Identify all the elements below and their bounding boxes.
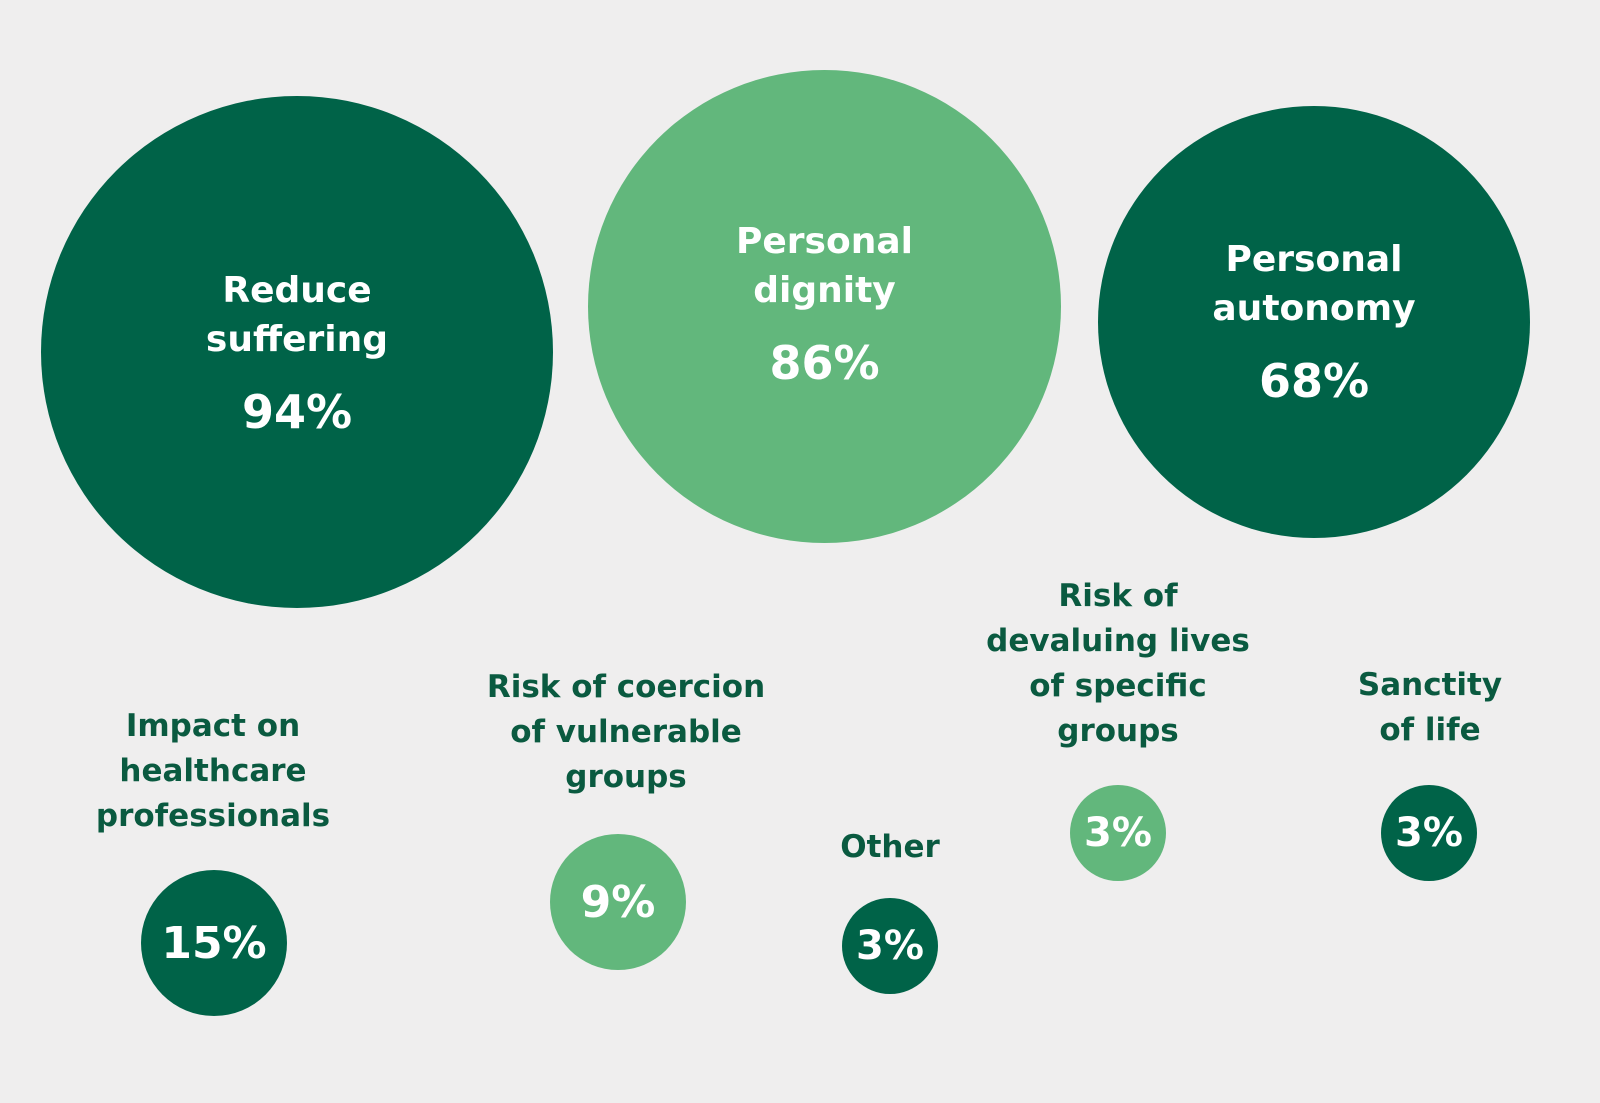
bubble-label: Reduce suffering [206,266,388,364]
bubble-risk-coercion: 9% [550,834,686,970]
label-line: healthcare [119,753,307,789]
bubble-value: 94% [241,385,353,439]
label-line: Sanctity [1357,667,1503,703]
label-risk-devaluing: Risk of devaluing lives of specific grou… [968,574,1268,754]
bubble-personal-dignity: Personal dignity 86% [588,70,1061,543]
bubble-value: 3% [1395,810,1463,856]
bubble-value: 86% [769,335,880,390]
label-line: of vulnerable [510,714,742,750]
label-line: of specific [1029,668,1207,704]
label-line: Risk of [1058,578,1178,614]
bubble-risk-devaluing: 3% [1070,785,1166,881]
label-risk-coercion: Risk of coercion of vulnerable groups [456,665,796,800]
bubble-personal-autonomy: Personal autonomy 68% [1098,106,1530,538]
label-sanctity-of-life: Sanctity of life [1320,663,1540,753]
bubble-label: Personal autonomy [1212,235,1415,333]
label-line: devaluing lives [986,623,1250,659]
bubble-value: 9% [580,876,656,928]
label-line: Reduce [222,270,372,311]
bubble-other: 3% [842,898,938,994]
bubble-value: 3% [856,923,924,969]
bubble-impact-healthcare: 15% [141,870,287,1016]
bubble-value: 3% [1084,810,1152,856]
bubble-label: Personal dignity [736,217,913,315]
bubble-value: 68% [1258,354,1370,408]
label-line: dignity [753,269,896,311]
label-impact-healthcare: Impact on healthcare professionals [63,704,363,839]
label-line: groups [565,759,687,795]
label-line: Personal [736,220,913,262]
bubble-reduce-suffering: Reduce suffering 94% [41,96,553,608]
bubble-sanctity-of-life: 3% [1381,785,1477,881]
label-line: Risk of coercion [486,669,766,705]
label-line: Personal [1225,239,1403,280]
label-line: of life [1379,712,1481,748]
label-line: Impact on [125,708,301,744]
label-line: professionals [95,798,331,834]
label-line: autonomy [1212,288,1416,329]
label-line: Other [840,829,940,865]
label-other: Other [790,825,990,870]
bubble-value: 15% [161,917,267,969]
label-line: groups [1057,713,1179,749]
label-line: suffering [205,319,389,360]
